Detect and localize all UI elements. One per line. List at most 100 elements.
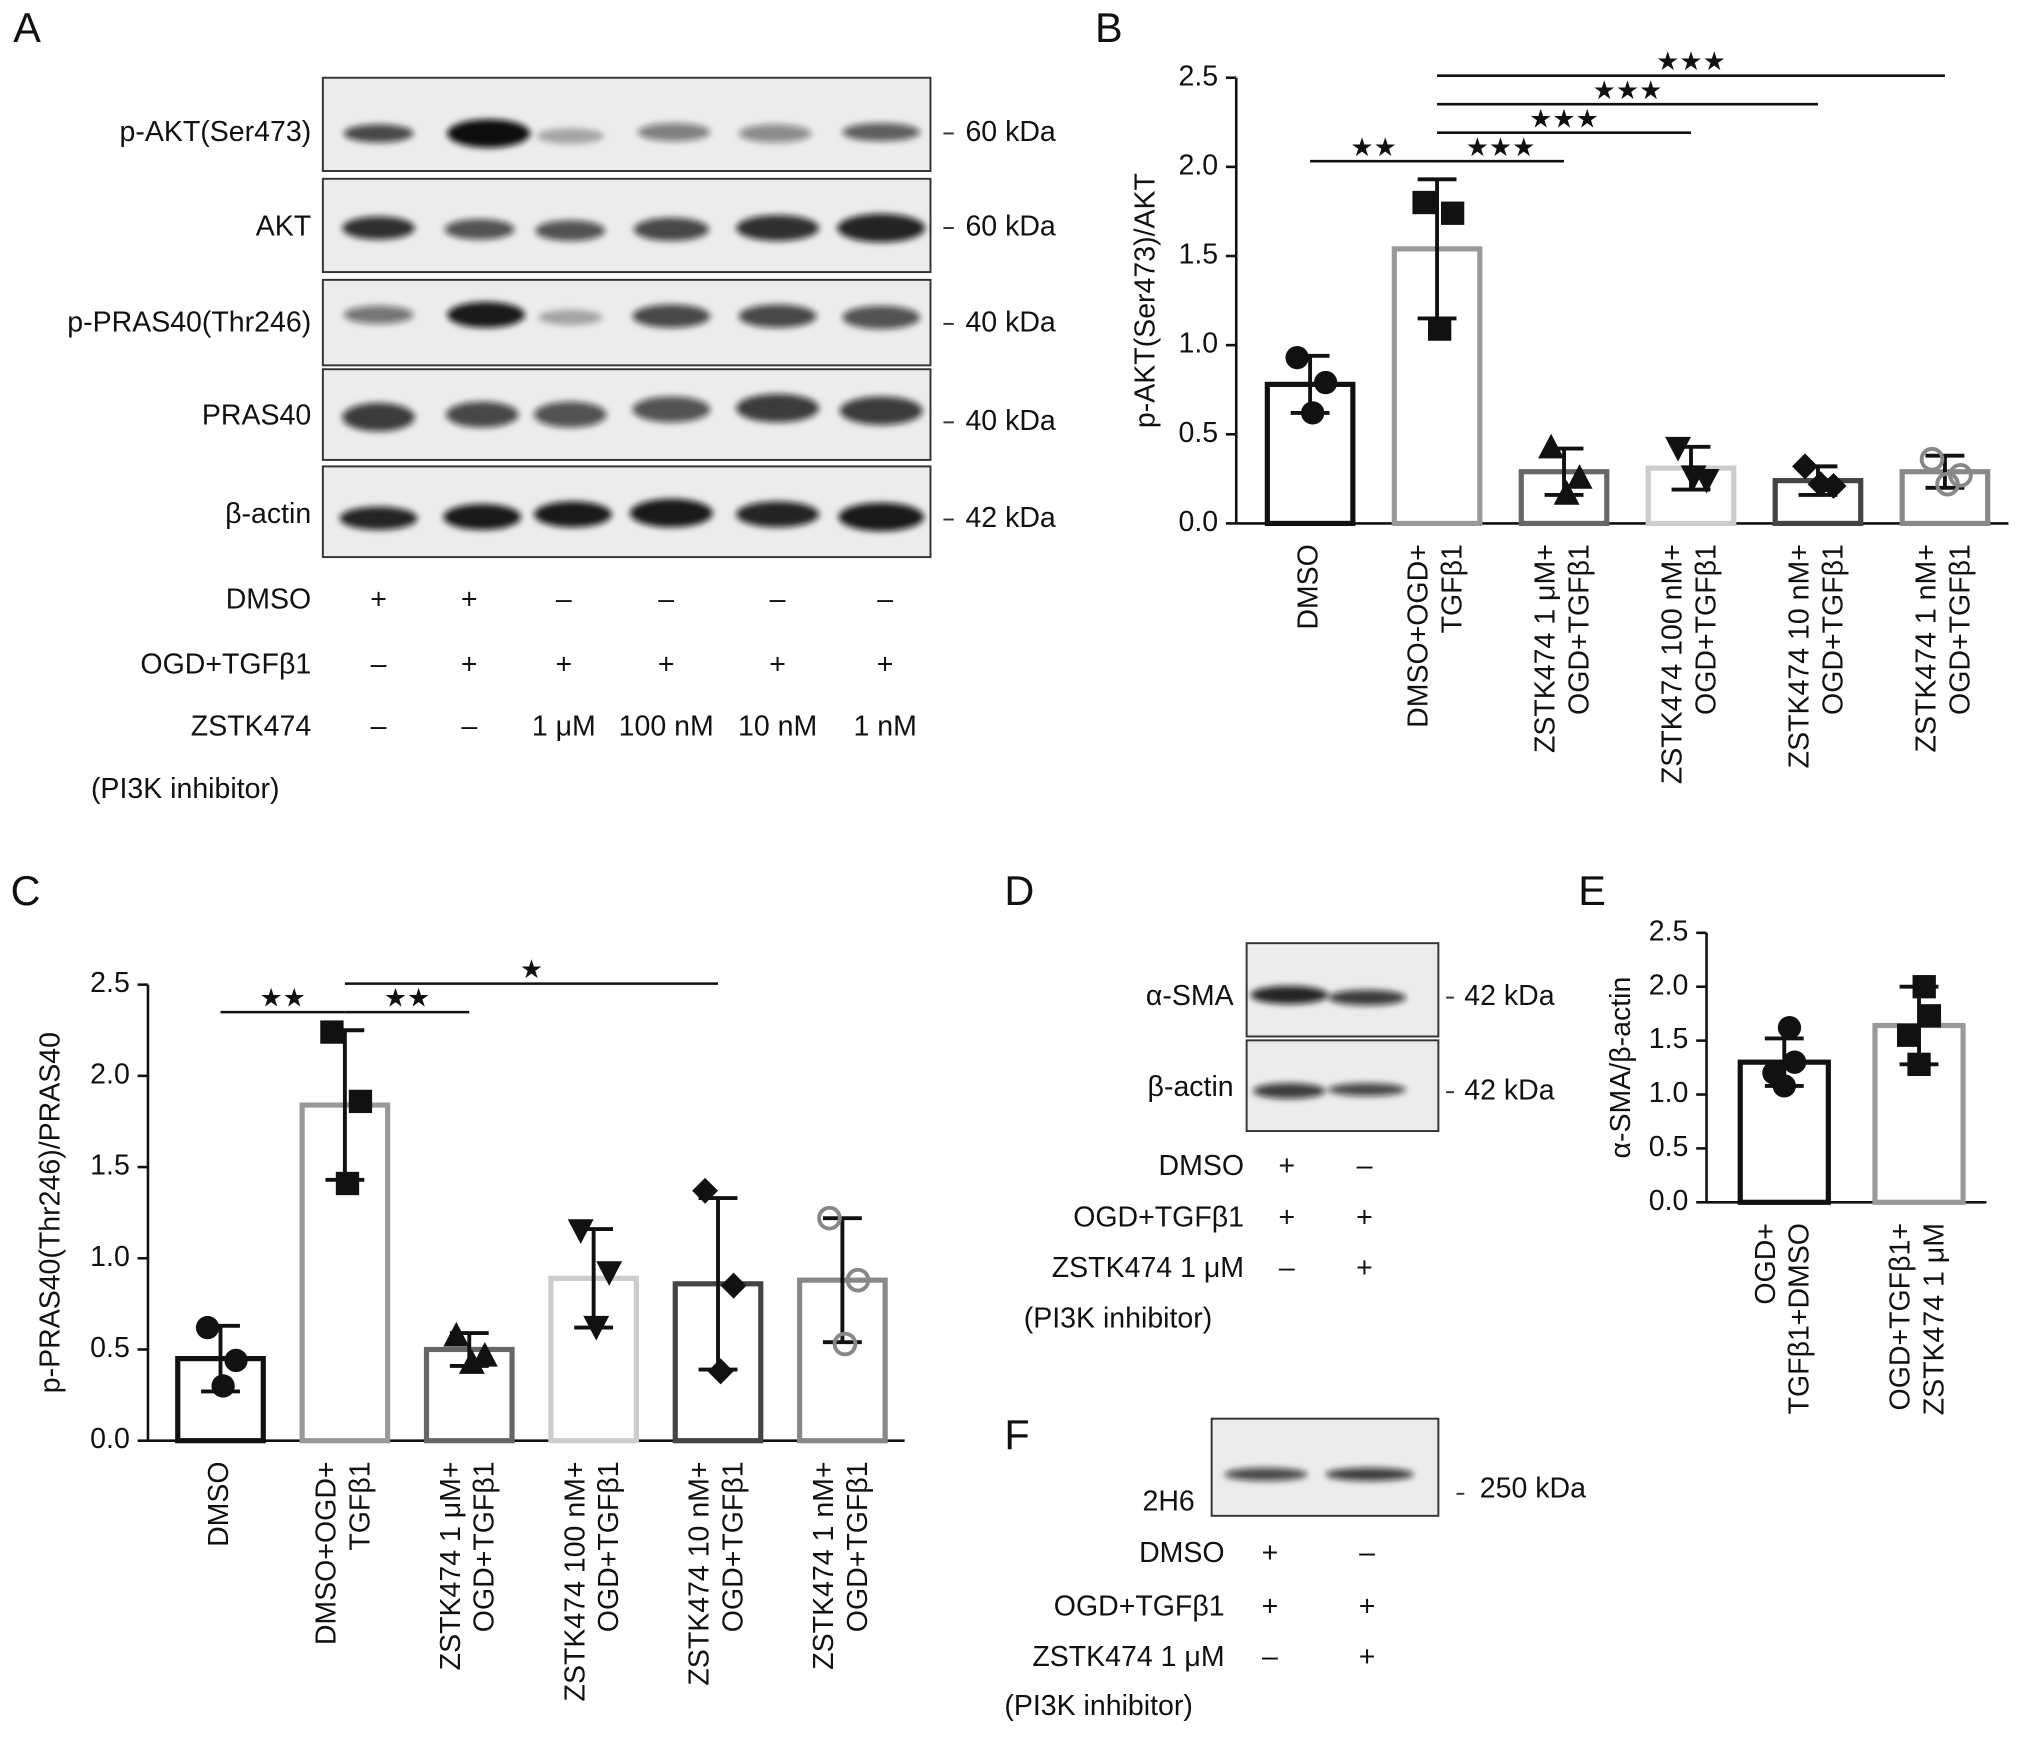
size-label: 42 kDa	[1464, 980, 1554, 1012]
condition-label: ZSTK474	[191, 711, 312, 743]
blot-frame	[321, 177, 932, 274]
data-point	[335, 1171, 360, 1196]
x-tick-label: OGD+TGFβ1	[1817, 544, 1849, 715]
data-point	[817, 1205, 842, 1231]
data-point	[1553, 480, 1580, 505]
size-label: 42 kDa	[1464, 1075, 1554, 1107]
x-tick-label: OGD+TGFβ1	[842, 1461, 874, 1632]
significance-label: ★	[520, 955, 543, 985]
significance-label: ★★	[1350, 133, 1396, 163]
data-point	[567, 1219, 594, 1244]
x-tick-label: TGFβ1	[344, 1461, 376, 1550]
lane-label: 100 nM	[619, 711, 714, 743]
data-point	[583, 1315, 610, 1341]
size-label: 60 kDa	[965, 116, 1055, 148]
lane-label: +	[877, 648, 894, 680]
y-axis-label: α-SMA/β-actin	[1605, 977, 1637, 1159]
lane-label: +	[1359, 1590, 1376, 1622]
condition-label: OGD+TGFβ1	[1054, 1590, 1225, 1622]
data-point	[1566, 464, 1593, 489]
data-point	[1935, 471, 1960, 497]
condition-note: (PI3K inhibitor)	[91, 773, 279, 805]
significance-label: ★★★	[1466, 133, 1536, 163]
lane-label: +	[1356, 1252, 1373, 1284]
lane-label: +	[1278, 1202, 1295, 1234]
y-axis-label: p-PRAS40(Thr246)/PRAS40	[35, 1032, 67, 1393]
y-tick-label: 2.5	[90, 967, 130, 999]
x-tick-label: OGD+TGFβ1	[1563, 544, 1595, 715]
x-tick-label: ZSTK474 1 μM+	[435, 1461, 467, 1670]
lane-label: –	[1279, 1252, 1295, 1284]
protein-label: AKT	[256, 211, 311, 243]
y-tick-label: 0.5	[1649, 1131, 1689, 1163]
lane-label: +	[461, 584, 478, 616]
condition-note: (PI3K inhibitor)	[1024, 1303, 1212, 1335]
data-point	[1792, 453, 1818, 480]
lane-label: –	[556, 584, 572, 616]
data-point	[195, 1315, 220, 1340]
significance-label: ★★	[259, 984, 305, 1014]
x-tick-label: ZSTK474 1 nM+	[1911, 544, 1943, 752]
blot-frame	[321, 465, 932, 559]
x-tick-label: OGD+TGFβ1	[593, 1461, 625, 1632]
condition-note: (PI3K inhibitor)	[1004, 1690, 1192, 1722]
significance-label: ★★★	[1593, 76, 1663, 106]
data-point	[1917, 1004, 1942, 1028]
y-tick-label: 0.5	[90, 1332, 130, 1364]
data-point	[1665, 436, 1692, 462]
size-ticks	[943, 132, 954, 521]
data-point	[1440, 201, 1465, 225]
blot-f	[1210, 1417, 1465, 1517]
data-point	[1907, 1052, 1931, 1076]
blot-frame	[321, 76, 932, 172]
protein-label: β-actin	[225, 498, 311, 530]
x-tick-label: DMSO	[203, 1461, 235, 1546]
data-point	[224, 1348, 248, 1373]
x-tick-label: DMSO+OGD+	[311, 1461, 343, 1645]
condition-label: OGD+TGFβ1	[140, 648, 311, 680]
significance-label: ★★	[384, 984, 430, 1014]
size-ticks	[1446, 996, 1454, 1094]
data-point	[443, 1321, 470, 1347]
lane-label: –	[658, 584, 674, 616]
data-point	[211, 1374, 235, 1398]
data-point	[1919, 446, 1945, 472]
lane-label: +	[370, 584, 387, 616]
protein-label: α-SMA	[1146, 980, 1234, 1012]
lane-label: 1 μM	[532, 711, 596, 743]
y-tick-label: 1.5	[1178, 239, 1218, 271]
y-tick-label: 2.5	[1178, 60, 1218, 92]
data-point	[720, 1272, 747, 1299]
x-tick-label: OGD+TGFβ1+	[1885, 1223, 1917, 1410]
blot-d	[1245, 942, 1454, 1133]
size-label: 40 kDa	[965, 306, 1055, 338]
condition-label: DMSO	[226, 584, 312, 616]
x-tick-label: TGFβ1	[1436, 544, 1468, 633]
bands	[1224, 1467, 1414, 1481]
blot-frame	[321, 368, 932, 461]
lane-label: +	[1356, 1202, 1373, 1234]
x-tick-label: ZSTK474 1 nM+	[808, 1461, 840, 1669]
protein-label: p-PRAS40(Thr246)	[67, 306, 311, 338]
protein-label: p-AKT(Ser473)	[120, 116, 312, 148]
lane-label: –	[1262, 1641, 1278, 1673]
protein-label: 2H6	[1142, 1485, 1194, 1517]
lane-label: –	[1357, 1150, 1373, 1182]
lane-label: +	[1262, 1537, 1279, 1569]
y-tick-label: 0.0	[90, 1423, 130, 1455]
significance-label: ★★★	[1656, 47, 1726, 77]
panel-label: B	[1095, 4, 1123, 51]
panel-label: A	[13, 4, 41, 51]
data-point	[596, 1261, 623, 1286]
x-tick-label: ZSTK474 10 nM+	[1784, 544, 1816, 768]
size-label: 60 kDa	[965, 211, 1055, 243]
y-tick-label: 0.0	[1178, 506, 1218, 538]
data-point	[1538, 433, 1565, 459]
lane-label: –	[877, 584, 893, 616]
data-point	[1313, 370, 1338, 395]
y-tick-label: 1.5	[90, 1150, 130, 1182]
lane-label: –	[770, 584, 786, 616]
data-point	[692, 1177, 719, 1204]
x-tick-label: OGD+TGFβ1	[717, 1461, 749, 1632]
